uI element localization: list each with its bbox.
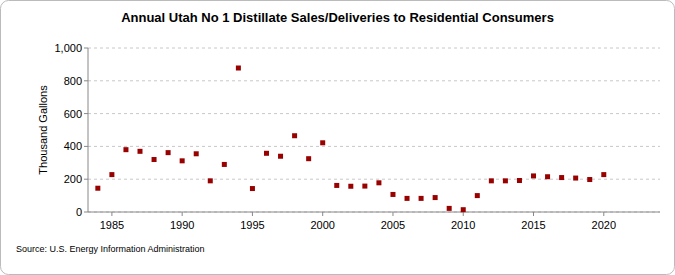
point [545, 174, 550, 179]
point [489, 178, 494, 183]
point [475, 193, 480, 198]
x-tick-label: 2010 [451, 219, 475, 231]
title: Annual Utah No 1 Distillate Sales/Delive… [121, 10, 554, 25]
y-tick [84, 179, 88, 180]
point [433, 195, 438, 200]
y-tick-label: 800 [64, 75, 82, 87]
y-axis [88, 48, 89, 212]
x-tick [463, 212, 464, 216]
point [517, 178, 522, 183]
x-tick [182, 212, 183, 216]
point [334, 183, 339, 188]
frame [1, 1, 675, 275]
x-tick-label: 2000 [310, 219, 334, 231]
chart: Annual Utah No 1 Distillate Sales/Delive… [0, 0, 675, 275]
point [390, 192, 395, 197]
point [194, 151, 199, 156]
x-tick-label: 2020 [592, 219, 616, 231]
y-tick [84, 48, 88, 49]
x-tick [392, 212, 393, 216]
y-tick [84, 212, 88, 213]
point [109, 172, 114, 177]
y-axis-label: Thousand Gallons [37, 85, 49, 175]
x-tick-label: 1990 [170, 219, 194, 231]
y-tick-label: 600 [64, 108, 82, 120]
point [236, 66, 241, 71]
point [531, 173, 536, 178]
x-tick-label: 1985 [100, 219, 124, 231]
source: Source: U.S. Energy Information Administ… [16, 244, 205, 254]
point [180, 158, 185, 163]
point [559, 175, 564, 180]
point [292, 133, 297, 138]
grid-line [88, 80, 660, 81]
x-tick-label: 1995 [240, 219, 264, 231]
point [123, 147, 128, 152]
point [152, 157, 157, 162]
point [222, 162, 227, 167]
point [376, 180, 381, 185]
point [447, 206, 452, 211]
point [503, 178, 508, 183]
grid-line [88, 113, 660, 114]
point [278, 154, 283, 159]
point [95, 186, 100, 191]
y-tick [84, 80, 88, 81]
x-tick [322, 212, 323, 216]
x-tick [111, 212, 112, 216]
x-tick [603, 212, 604, 216]
x-tick [252, 212, 253, 216]
grid-line [88, 48, 660, 49]
point [461, 207, 466, 212]
point [166, 150, 171, 155]
x-tick [533, 212, 534, 216]
y-tick-label: 1,000 [54, 42, 82, 54]
point [264, 151, 269, 156]
grid-line [88, 146, 660, 147]
y-tick-label: 400 [64, 140, 82, 152]
point [573, 176, 578, 181]
point [601, 172, 606, 177]
point [138, 149, 143, 154]
points [95, 66, 606, 213]
point [208, 178, 213, 183]
point [320, 140, 325, 145]
grid-line [88, 212, 660, 213]
x-tick-label: 2005 [381, 219, 405, 231]
y-tick [84, 113, 88, 114]
y-tick-label: 200 [64, 173, 82, 185]
x-axis [88, 212, 660, 213]
point [306, 156, 311, 161]
x-tick-label: 2015 [521, 219, 545, 231]
y-tick [84, 146, 88, 147]
point [250, 186, 255, 191]
point [405, 196, 410, 201]
y-tick-label: 0 [76, 206, 82, 218]
point [419, 196, 424, 201]
point [362, 184, 367, 189]
point [348, 184, 353, 189]
point [587, 177, 592, 182]
